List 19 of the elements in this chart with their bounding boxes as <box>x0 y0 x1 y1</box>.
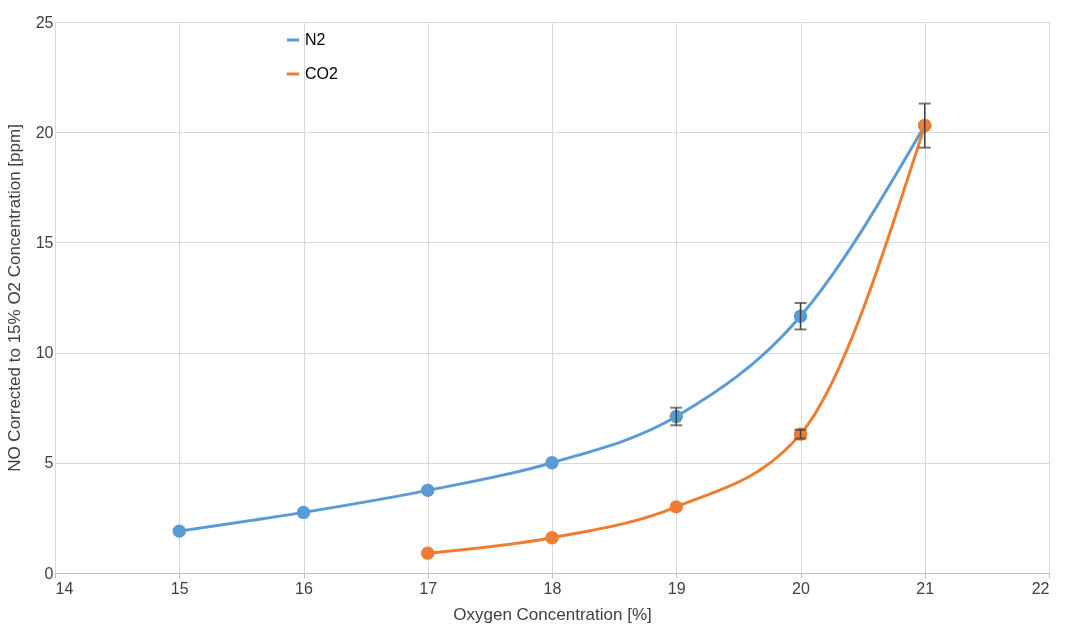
x-tick-label: 16 <box>295 579 313 597</box>
x-tick-label: 17 <box>419 579 438 597</box>
legend-label: N2 <box>305 31 326 48</box>
x-axis-title: Oxygen Concentration [%] <box>453 604 652 624</box>
x-tick-label: 18 <box>543 579 562 597</box>
x-tick-label: 15 <box>170 579 189 597</box>
y-tick-label: 15 <box>35 233 54 251</box>
y-tick-label: 5 <box>44 454 54 472</box>
y-tick-label: 25 <box>35 13 54 31</box>
y-tick-label: 0 <box>44 564 54 582</box>
x-tick-label: 19 <box>667 579 686 597</box>
x-tick-label: 22 <box>1031 579 1050 597</box>
x-tick-label: 14 <box>55 579 74 597</box>
x-tick-label: 20 <box>792 579 810 597</box>
y-tick-label: 20 <box>35 123 54 141</box>
y-tick-label: 10 <box>35 344 54 362</box>
legend-label: CO2 <box>305 65 338 82</box>
x-tick-label: 21 <box>916 579 935 597</box>
y-axis-title: NO Corrected to 15% O2 Concentration [ppm] <box>4 124 24 472</box>
